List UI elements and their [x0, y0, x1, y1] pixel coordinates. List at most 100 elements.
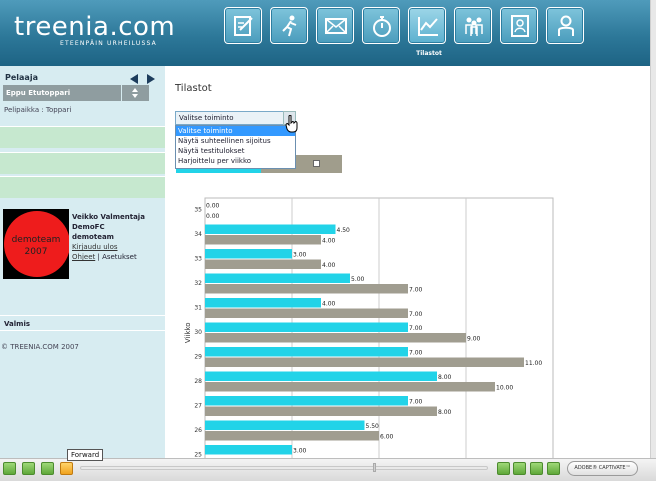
- audio-button[interactable]: [497, 462, 510, 475]
- function-select[interactable]: Valitse toiminto: [175, 111, 295, 125]
- progress-thumb[interactable]: [373, 463, 376, 472]
- logo-tagline: ETEENPÄIN URHEILUSSA: [60, 40, 157, 47]
- club-name: DemoFC: [72, 223, 105, 231]
- bar: [205, 249, 292, 259]
- user-name: Veikko Valmentaja: [72, 213, 145, 221]
- next-player-icon[interactable]: [147, 74, 155, 84]
- data-label: 11.00: [525, 360, 542, 367]
- bar: [205, 333, 466, 343]
- previous-player-icon[interactable]: [130, 74, 138, 84]
- data-label: 5.50: [366, 423, 380, 430]
- nav-profile-card-button[interactable]: [500, 7, 538, 44]
- runner-icon: [282, 15, 297, 37]
- dropdown-option[interactable]: Valitse toiminto: [176, 126, 295, 136]
- data-label: 4.50: [337, 227, 351, 234]
- bar: [205, 235, 321, 245]
- data-label: 8.00: [438, 409, 452, 416]
- data-label: 7.00: [409, 325, 423, 332]
- nav-team-button[interactable]: [454, 7, 492, 44]
- y-tick-label: 26: [194, 427, 202, 434]
- progress-track[interactable]: [80, 466, 488, 470]
- bar: [205, 406, 437, 416]
- dropdown-option[interactable]: Harjoittelu per viikko: [178, 157, 252, 165]
- y-tick-label: 33: [194, 256, 202, 263]
- close-button[interactable]: [530, 462, 543, 475]
- y-tick-label: 27: [194, 403, 202, 410]
- forward-button[interactable]: [60, 462, 73, 475]
- nav-training-button[interactable]: [270, 7, 308, 44]
- nav-timer-button[interactable]: [362, 7, 400, 44]
- settings-link[interactable]: Asetukset: [102, 253, 137, 261]
- forward-tooltip: Forward: [67, 449, 104, 461]
- y-tick-label: 25: [194, 452, 202, 459]
- player-stepper[interactable]: [122, 85, 149, 101]
- y-tick-label: 35: [194, 207, 202, 214]
- sidebar-band: [0, 152, 165, 174]
- nav-messages-button[interactable]: [316, 7, 354, 44]
- y-tick-label: 31: [194, 305, 202, 312]
- data-label: 0.00: [206, 203, 220, 210]
- status-text: Valmis: [4, 320, 31, 328]
- team-logo-year: 2007: [24, 247, 48, 257]
- bar: [205, 371, 437, 381]
- logout-link[interactable]: Kirjaudu ulos: [72, 243, 118, 251]
- bar: [205, 259, 321, 269]
- copyright: © TREENIA.COM 2007: [1, 343, 79, 351]
- status-row: Valmis: [0, 315, 165, 331]
- dropdown-option[interactable]: Näytä testitulokset: [178, 147, 245, 155]
- data-label: 7.00: [409, 287, 423, 294]
- group-icon: [465, 17, 483, 36]
- app-header: treenia.com ETEENPÄIN URHEILUSSA Tilasto…: [0, 0, 650, 66]
- data-label: 7.00: [409, 350, 423, 357]
- sidebar-band: [0, 176, 165, 198]
- nav-user-button[interactable]: [546, 7, 584, 44]
- captions-button[interactable]: [513, 462, 526, 475]
- data-label: 5.00: [351, 276, 365, 283]
- logo: treenia.com: [14, 12, 176, 42]
- stopwatch-icon: [373, 16, 391, 37]
- player-section-title: Pelaaja: [5, 73, 38, 82]
- line-chart-icon: [418, 17, 438, 36]
- bar: [205, 357, 524, 367]
- data-label: 4.00: [322, 301, 336, 308]
- player-header: Pelaaja: [0, 70, 165, 84]
- envelope-icon: [325, 18, 347, 34]
- id-card-icon: [511, 15, 529, 37]
- nav-diary-button[interactable]: [224, 7, 262, 44]
- help-link[interactable]: Ohjeet: [72, 253, 96, 261]
- sidebar-band: [0, 126, 165, 148]
- data-label: 3.00: [293, 448, 307, 455]
- data-label: 7.00: [409, 399, 423, 406]
- y-tick-label: 32: [194, 280, 202, 287]
- player-position: Pelipaikka : Toppari: [4, 106, 72, 114]
- data-label: 0.00: [206, 213, 220, 220]
- data-label: 3.00: [293, 252, 307, 259]
- team-logo-circle: [4, 211, 69, 277]
- info-button[interactable]: [547, 462, 560, 475]
- active-nav-label: Tilastot: [416, 50, 442, 57]
- data-label: 6.00: [380, 434, 394, 441]
- function-dropdown: Valitse toiminto Näytä suhteellinen sijo…: [175, 125, 296, 169]
- options-checkbox[interactable]: [313, 160, 320, 167]
- adobe-captivate-badge: ADOBE® CAPTIVATE™: [567, 461, 638, 476]
- bar: [205, 382, 495, 392]
- weekly-training-chart: Viikko350.000.00344.504.00333.004.00325.…: [184, 197, 554, 459]
- team-name: demoteam: [72, 233, 114, 241]
- rewind-button[interactable]: [3, 462, 16, 475]
- bar: [205, 322, 408, 332]
- page-title: Tilastot: [175, 83, 212, 94]
- bar: [205, 273, 350, 283]
- bar: [205, 347, 408, 357]
- pause-button[interactable]: [22, 462, 35, 475]
- player-select[interactable]: Eppu Etutoppari: [3, 85, 121, 101]
- nav-statistics-button[interactable]: [408, 7, 446, 44]
- sidebar: Pelaaja Eppu Etutoppari Pelipaikka : Top…: [0, 66, 165, 458]
- back-button[interactable]: [41, 462, 54, 475]
- data-label: 7.00: [409, 311, 423, 318]
- user-info: Veikko Valmentaja DemoFC demoteam Kirjau…: [72, 212, 145, 262]
- bar: [205, 284, 408, 294]
- data-label: 4.00: [322, 262, 336, 269]
- y-axis-label: Viikko: [184, 322, 192, 343]
- dropdown-option[interactable]: Näytä suhteellinen sijoitus: [178, 137, 271, 145]
- bar: [205, 420, 365, 430]
